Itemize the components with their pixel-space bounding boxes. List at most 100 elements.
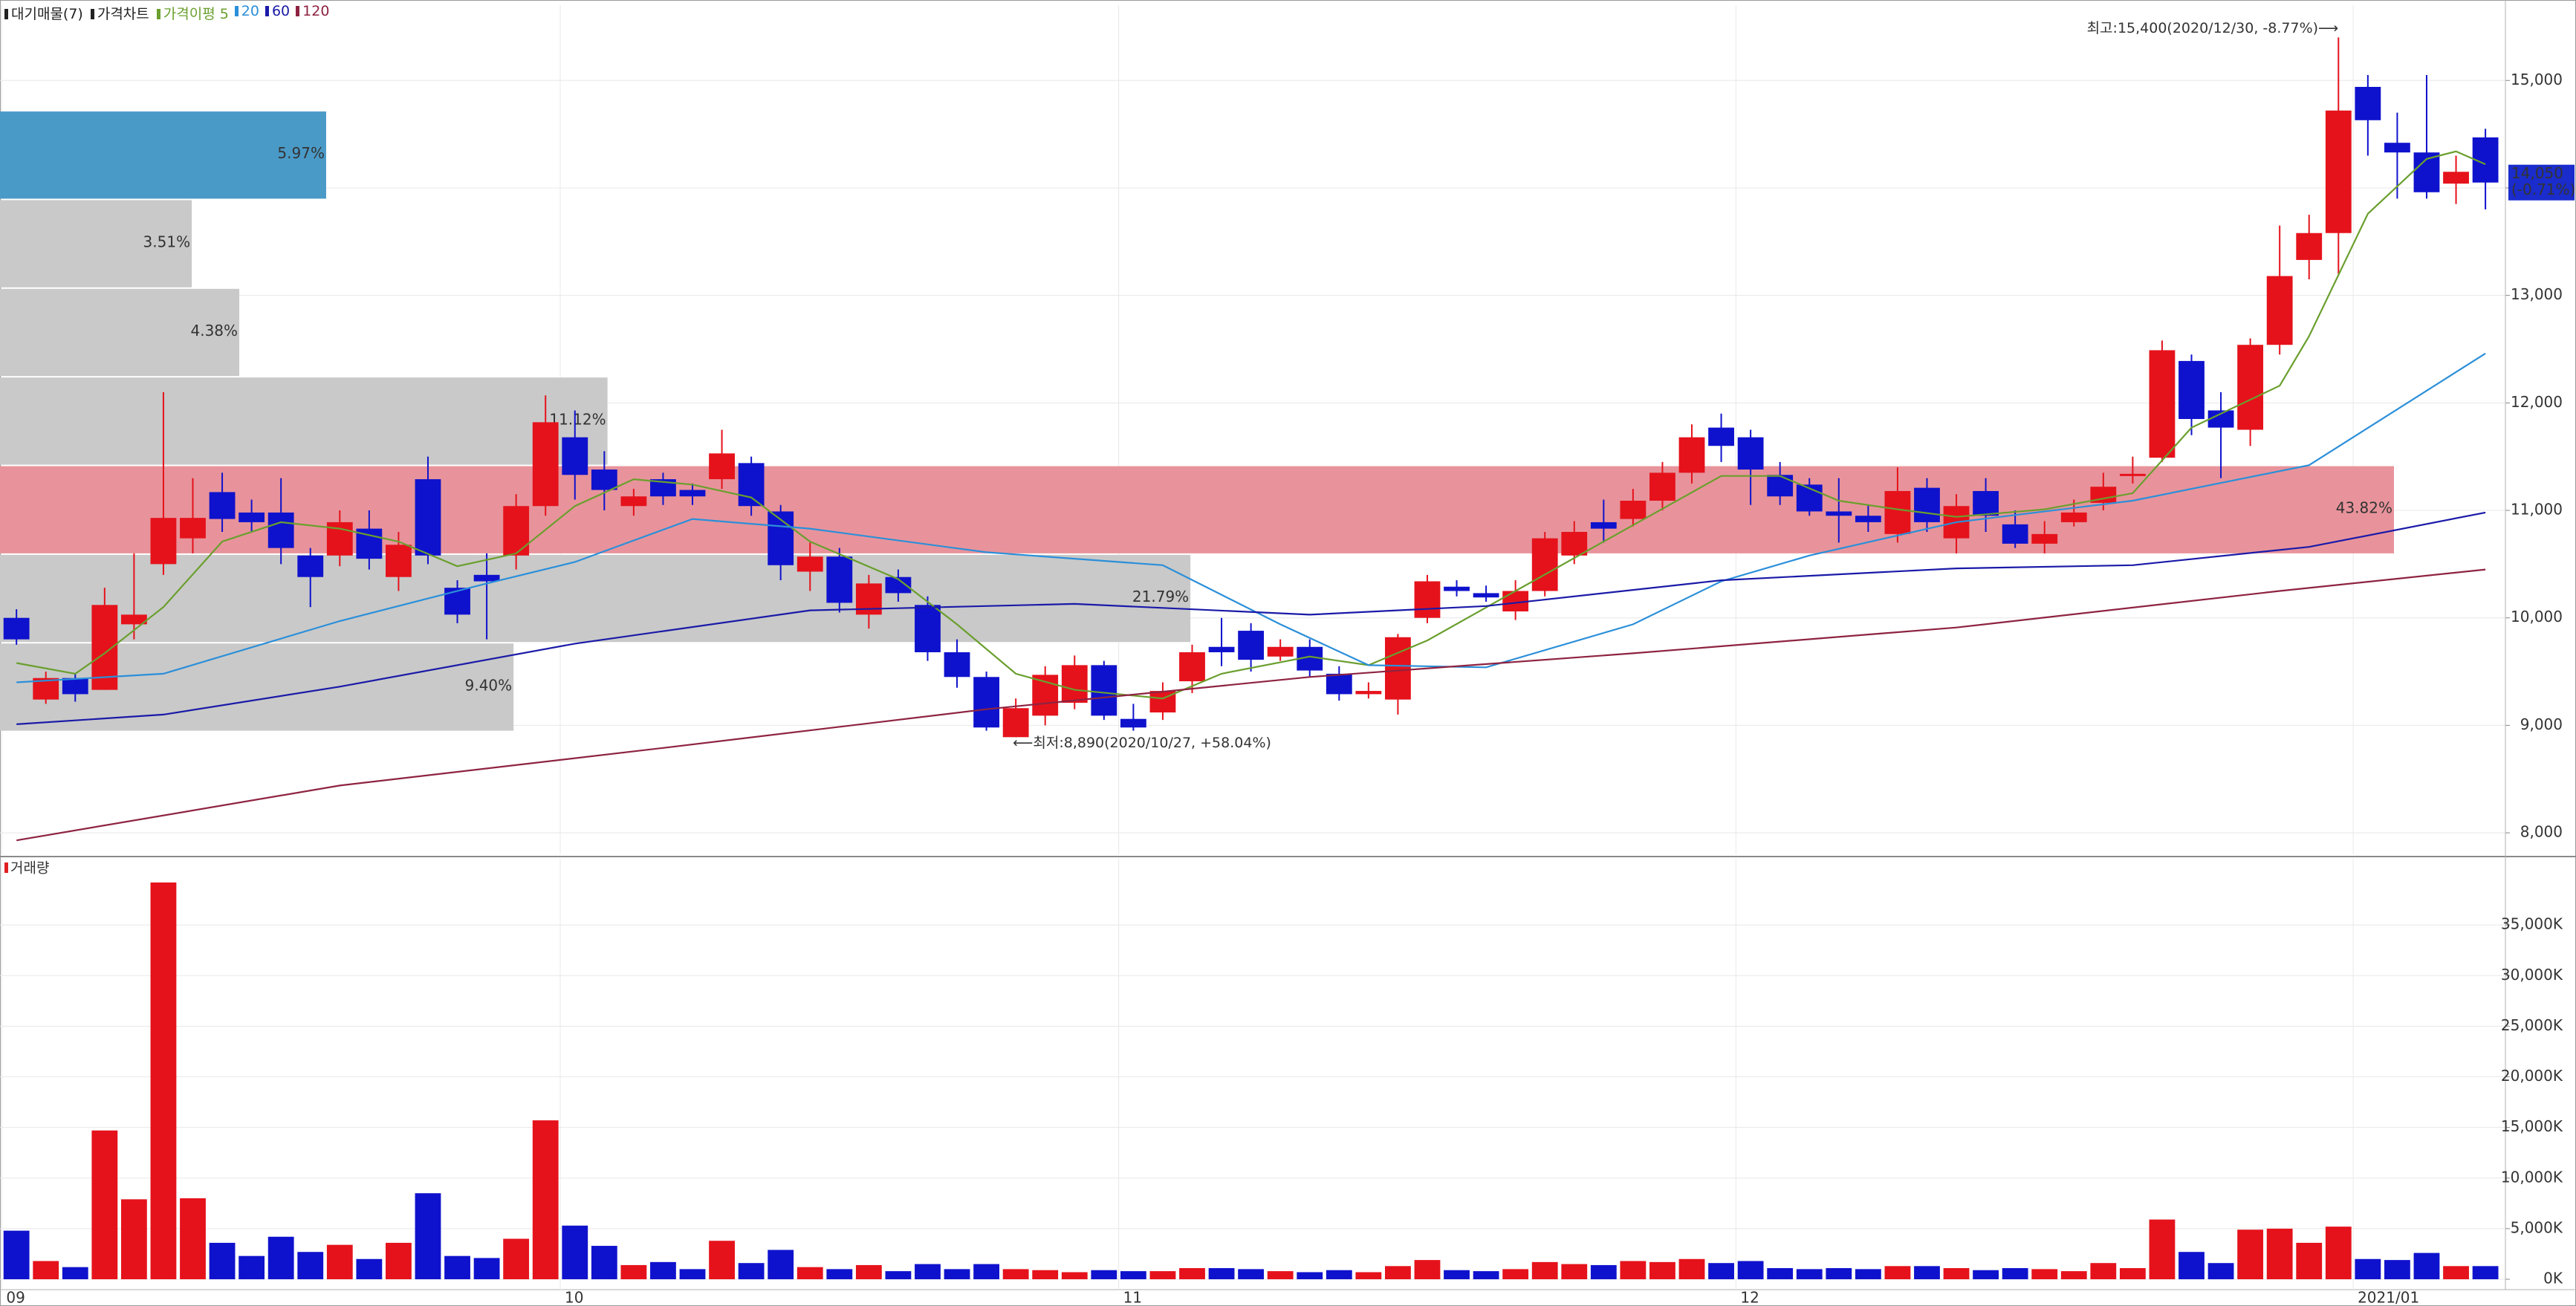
candle-body	[591, 470, 617, 490]
volume-bar	[2207, 1263, 2234, 1279]
candle-body	[209, 492, 236, 519]
candle-body	[444, 588, 470, 615]
volume-bar	[620, 1264, 647, 1279]
volume-bar	[2090, 1263, 2117, 1279]
candle-body	[709, 453, 735, 480]
legend-label: 가격이평	[163, 6, 215, 22]
volume-bar	[444, 1255, 470, 1279]
volume-bar	[1708, 1263, 1734, 1279]
candle-body	[1855, 516, 1881, 522]
volume-bar	[386, 1242, 412, 1279]
volume-bar	[1208, 1268, 1235, 1279]
volume-bar	[2384, 1260, 2410, 1279]
y-tick-label: 5,000K	[2511, 1218, 2563, 1236]
legend-label: 5	[219, 6, 229, 22]
volume-bar	[1297, 1272, 1323, 1279]
candle-body	[532, 422, 559, 507]
volume-bar	[1355, 1272, 1382, 1279]
candle-body	[2178, 360, 2204, 420]
volume-bar	[1649, 1261, 1675, 1279]
candle-body	[1620, 500, 1647, 519]
legend-item: 120	[296, 3, 329, 23]
candle-body	[915, 605, 941, 652]
candle-body	[1208, 646, 1235, 652]
volume-bar	[1444, 1270, 1470, 1279]
volume-bar	[1767, 1268, 1794, 1279]
candle-body	[503, 506, 530, 556]
volume-bar	[2002, 1268, 2028, 1279]
legend-item: 가격이평 5	[156, 3, 229, 23]
y-tick-label: 12,000	[2511, 393, 2563, 411]
candle-body	[1826, 511, 1852, 516]
legend: 대기매물(7) 가격차트 가격이평 5 20 60 120	[4, 3, 329, 23]
candle-body	[2090, 487, 2117, 503]
candle-body	[2355, 86, 2381, 120]
candle-body	[3, 617, 30, 640]
volume-bar	[1120, 1271, 1146, 1279]
candle-body	[239, 512, 265, 522]
candle-body	[2266, 276, 2293, 345]
y-tick-label: 25,000K	[2501, 1016, 2563, 1034]
volume-bar	[1385, 1266, 1411, 1279]
legend-swatch	[90, 9, 94, 19]
x-tick-label: 09	[6, 1289, 25, 1306]
volume-bar	[2355, 1258, 2381, 1279]
candle-body	[797, 556, 823, 572]
volume-bar	[973, 1264, 1000, 1279]
moving-average-line	[16, 568, 2486, 842]
legend-swatch	[296, 6, 300, 16]
volume-bar	[885, 1271, 912, 1279]
volume-bar	[2149, 1219, 2176, 1279]
candle-body	[1473, 593, 1499, 598]
volume-bar	[1884, 1266, 1911, 1279]
volume-bar	[797, 1267, 823, 1279]
volume-bar	[2031, 1269, 2058, 1279]
moving-average-line	[16, 511, 2486, 725]
legend-swatch	[156, 9, 160, 19]
candle-body	[2443, 172, 2469, 184]
legend-label: 20	[241, 3, 259, 19]
candle-body	[1414, 581, 1441, 618]
volume-bar	[356, 1258, 383, 1279]
candle-body	[2031, 533, 2058, 544]
candle-body	[1091, 665, 1117, 716]
y-tick-label: 10,000	[2511, 608, 2563, 626]
volume-bar	[239, 1255, 265, 1279]
volume-bar	[120, 1199, 147, 1279]
candle-body	[1355, 691, 1382, 695]
volume-bar	[503, 1238, 530, 1279]
legend-swatch	[234, 6, 239, 16]
y-tick-label: 13,000	[2511, 285, 2563, 303]
candle-body	[1002, 708, 1029, 738]
candle-body	[1884, 490, 1911, 534]
candle-body	[826, 556, 853, 603]
volume-profile-label: 9.40%	[465, 676, 513, 694]
legend-label: 120	[302, 3, 330, 19]
volume-bar	[1267, 1271, 1294, 1279]
volume-bar	[1414, 1260, 1441, 1279]
legend-label: 가격차트	[97, 6, 149, 22]
volume-bar	[209, 1242, 236, 1279]
volume-bar	[2472, 1266, 2499, 1279]
candle-body	[473, 574, 500, 582]
volume-bar	[738, 1263, 765, 1279]
candle-body	[2384, 143, 2410, 153]
volume-bar	[1590, 1264, 1617, 1279]
candle-body	[1649, 472, 1675, 501]
volume-bar	[768, 1250, 794, 1279]
moving-average-line	[16, 352, 2486, 683]
candle-body	[620, 496, 647, 507]
y-tick-label: 20,000K	[2501, 1067, 2563, 1085]
volume-bar	[1678, 1258, 1705, 1279]
legend-swatch	[4, 9, 8, 19]
volume-bar	[2060, 1271, 2087, 1279]
volume-profile-label: 3.51%	[143, 233, 191, 251]
x-tick-label: 12	[1740, 1289, 1759, 1306]
volume-bar	[1149, 1271, 1176, 1279]
volume-bar	[591, 1246, 617, 1279]
candle-body	[386, 545, 412, 577]
volume-bar	[33, 1261, 59, 1279]
volume-bar	[415, 1193, 441, 1279]
candle-body	[973, 677, 1000, 728]
